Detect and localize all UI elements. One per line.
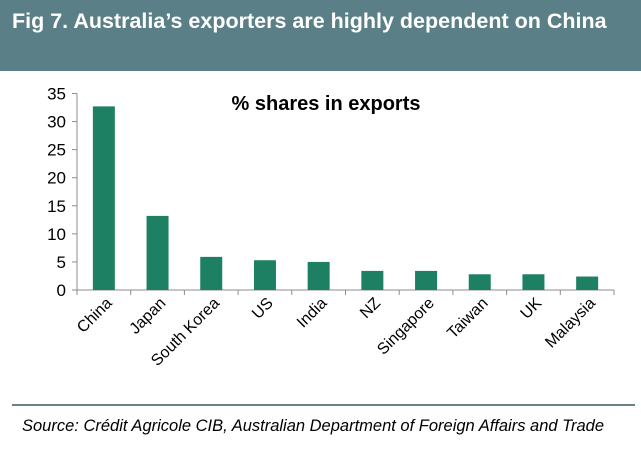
x-category-label: India	[294, 295, 331, 332]
title-bar: Fig 7. Australia’s exporters are highly …	[0, 0, 641, 71]
bar-uk	[522, 274, 545, 290]
y-tick-label: 30	[47, 113, 66, 132]
bar-south-korea	[200, 256, 223, 290]
bar-nz	[361, 270, 384, 290]
y-tick-label: 20	[47, 169, 66, 188]
x-category-label: Malaysia	[542, 295, 599, 352]
y-tick-label: 0	[57, 281, 66, 300]
x-category-label: Singapore	[374, 295, 438, 359]
y-tick-label: 5	[57, 253, 66, 272]
y-tick-label: 15	[47, 197, 66, 216]
x-category-label: Japan	[127, 295, 170, 338]
x-category-label: UK	[518, 295, 546, 323]
chart-title: % shares in exports	[232, 93, 421, 115]
x-category-label: US	[249, 295, 277, 323]
bar-us	[253, 260, 276, 290]
bar-india	[307, 261, 330, 290]
y-tick-label: 35	[47, 85, 66, 104]
bar-singapore	[415, 270, 438, 290]
footer-divider	[12, 404, 635, 406]
source-note: Source: Crédit Agricole CIB, Australian …	[22, 417, 605, 435]
x-category-label: NZ	[357, 295, 384, 322]
bar-japan	[146, 215, 169, 290]
x-category-label: China	[74, 295, 116, 337]
bar-malaysia	[576, 276, 599, 290]
y-tick-label: 10	[47, 225, 66, 244]
y-tick-label: 25	[47, 141, 66, 160]
x-category-label: Taiwan	[444, 295, 491, 342]
figure-title: Fig 7. Australia’s exporters are highly …	[12, 9, 607, 33]
bar-taiwan	[468, 274, 491, 290]
bar-china	[92, 106, 115, 290]
